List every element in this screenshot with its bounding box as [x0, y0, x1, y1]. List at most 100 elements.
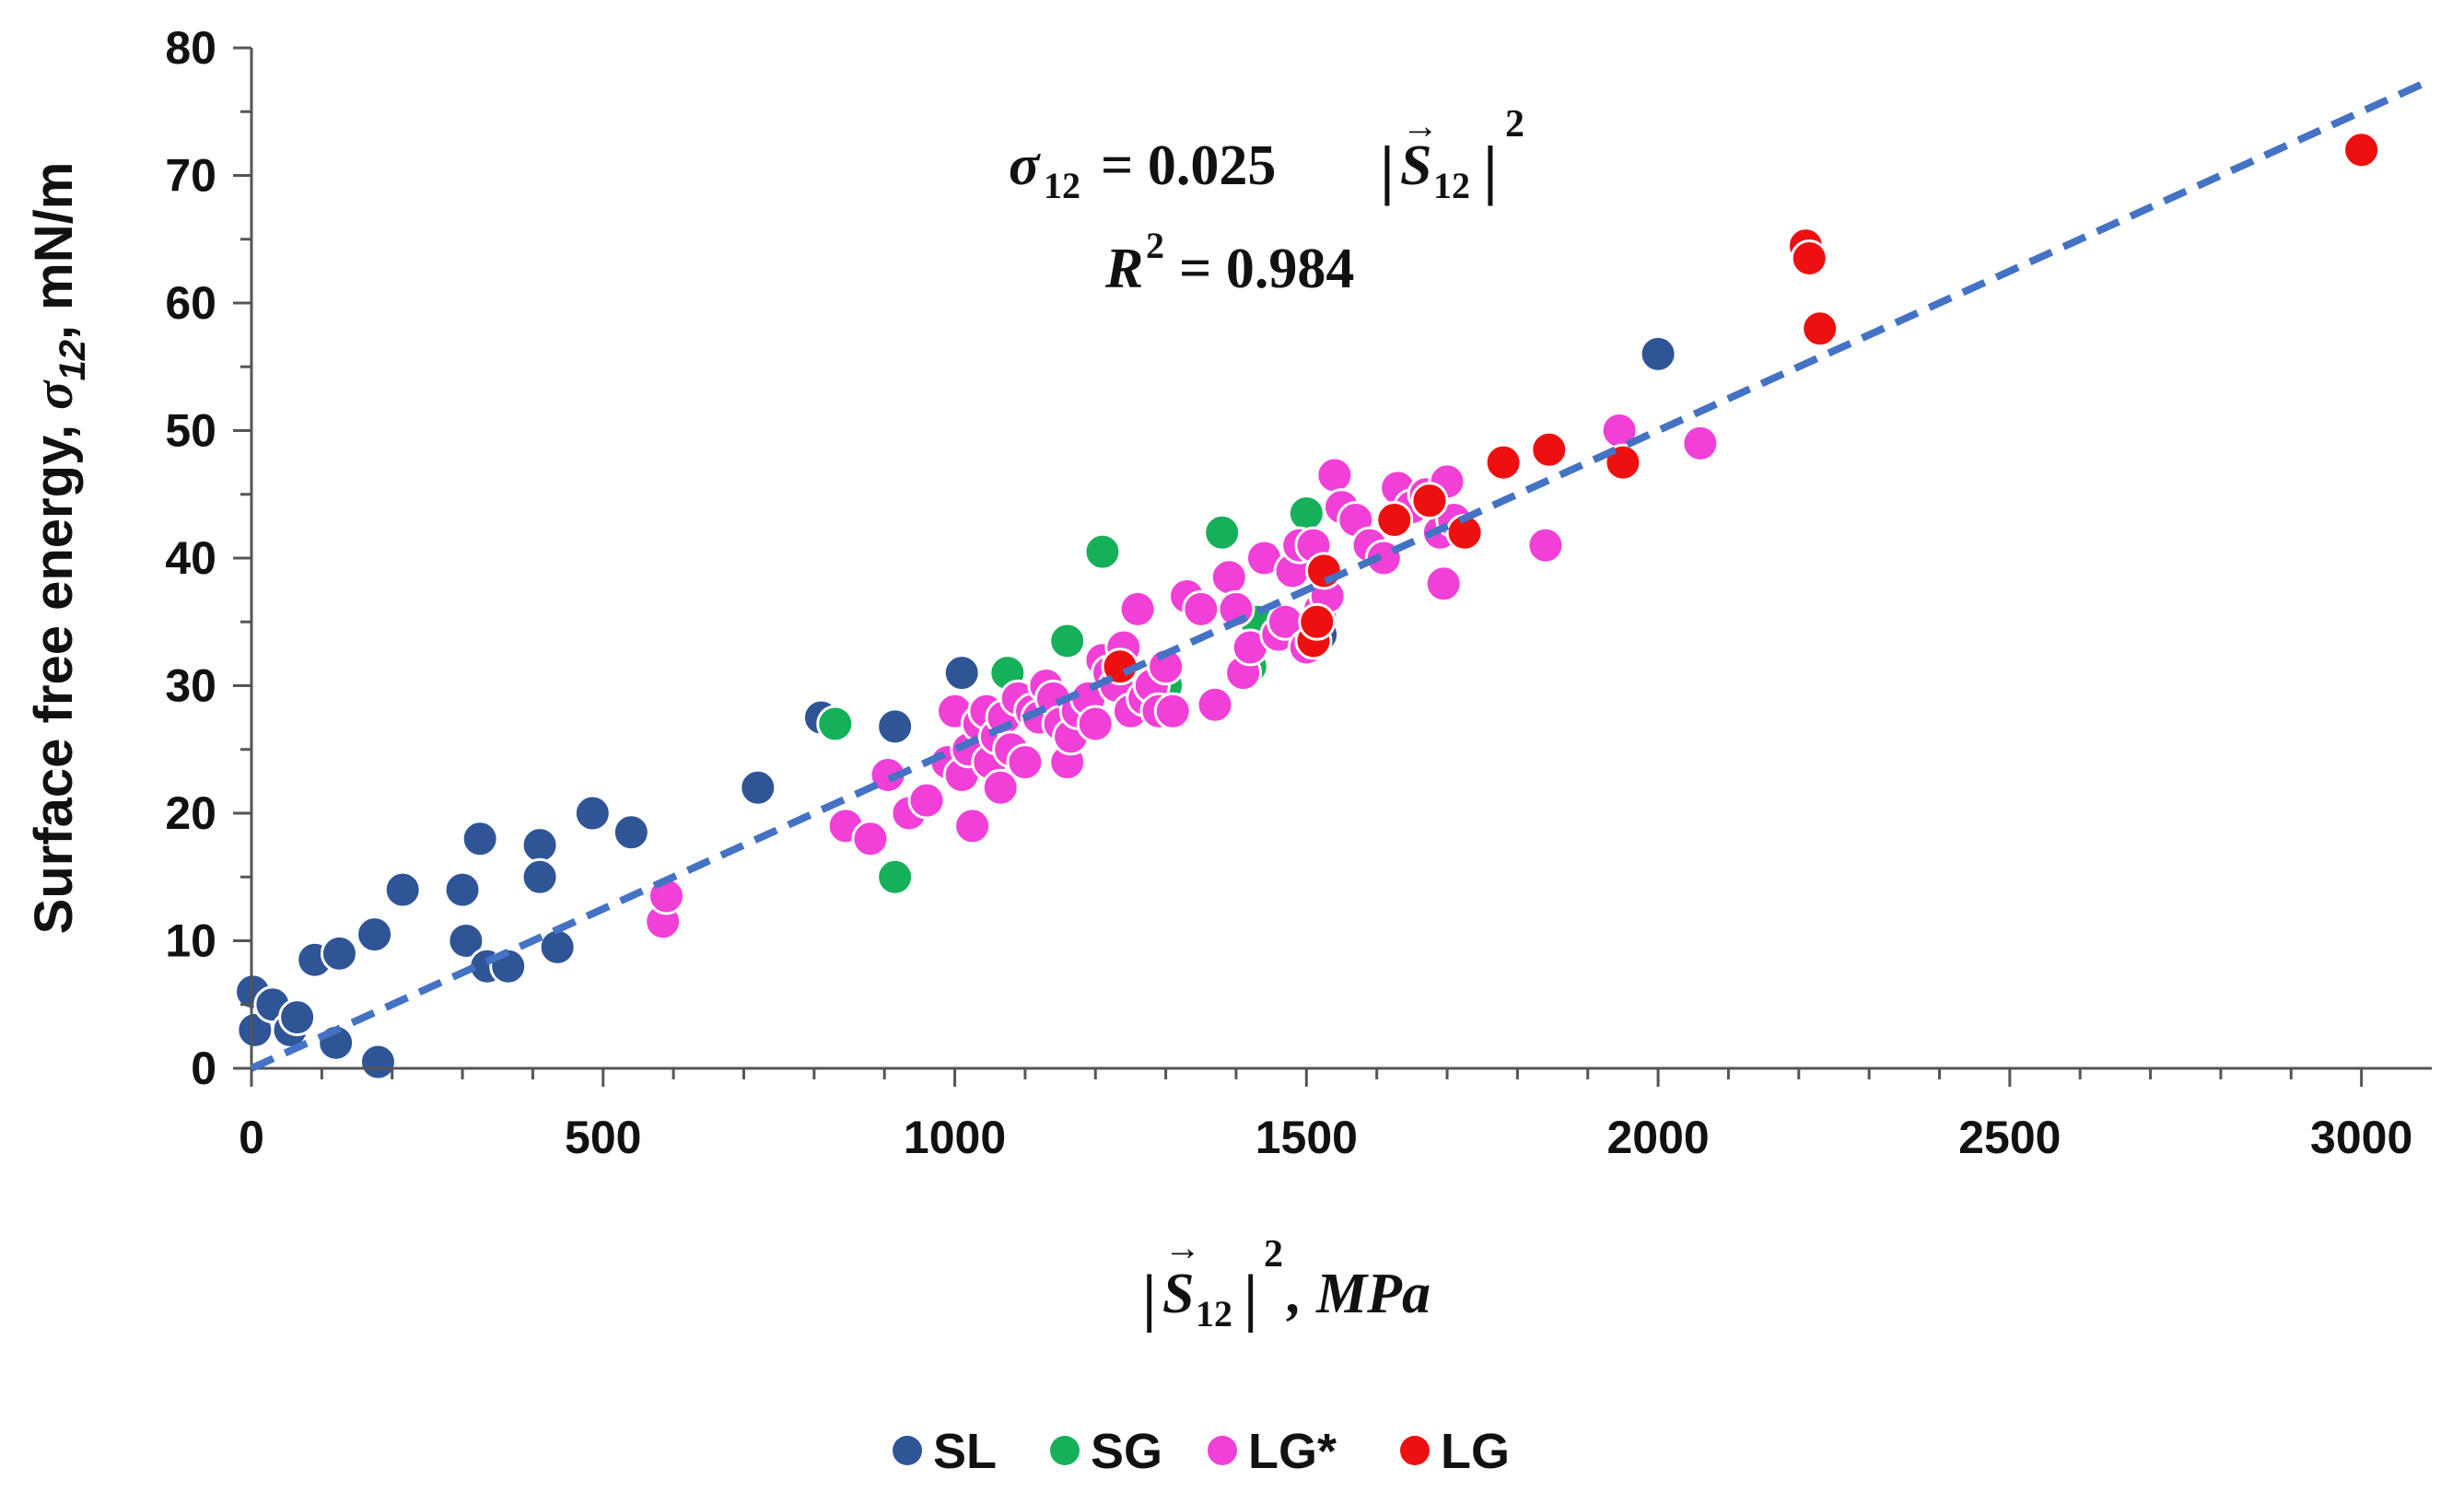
data-point: [1790, 239, 1828, 278]
x-title-tail: , MPa: [1286, 1263, 1431, 1325]
points-layer: [234, 131, 2381, 1081]
x-tick-label: 500: [565, 1112, 641, 1163]
legend-label: SG: [1091, 1424, 1162, 1479]
data-point: [1526, 526, 1565, 565]
legend-item: SL: [893, 1424, 997, 1479]
series-lg: [1101, 131, 2381, 686]
r-squared-value: = 0.984: [1179, 238, 1354, 300]
data-point: [320, 934, 358, 973]
legend-label: LG*: [1248, 1424, 1337, 1479]
legend-item: LG*: [1208, 1424, 1337, 1479]
data-point: [1304, 552, 1343, 590]
y-axis-title-subscript: 12: [53, 340, 93, 381]
equation-symbol: S: [1400, 134, 1431, 197]
x-tick-label: 1000: [904, 1112, 1006, 1163]
legend-marker: [1400, 1436, 1430, 1465]
legend-item: SG: [1050, 1424, 1162, 1479]
data-point: [1182, 589, 1220, 628]
equation-sigma: σ: [1009, 134, 1041, 197]
data-point: [447, 922, 485, 960]
equation-bar-left: |: [1380, 133, 1395, 206]
data-point: [1287, 495, 1325, 533]
y-tick-label: 10: [165, 915, 216, 967]
data-point: [1209, 558, 1248, 597]
data-point: [573, 794, 612, 833]
legend: SL SG LG* LG: [893, 1424, 1510, 1479]
data-point: [981, 768, 1020, 807]
y-tick-label: 40: [165, 532, 216, 584]
y-tick-label: 60: [165, 277, 216, 329]
r-squared: R 2 = 0.984: [1104, 225, 1354, 300]
x-title-subscript: 12: [1196, 1293, 1232, 1334]
data-point: [358, 1043, 397, 1081]
data-point: [1681, 424, 1720, 462]
y-axis-title-symbol: σ: [24, 379, 84, 410]
data-point: [2342, 131, 2381, 169]
y-tick-label: 80: [165, 22, 216, 74]
y-tick-label: 30: [165, 660, 216, 712]
data-point: [1639, 334, 1677, 373]
y-tick-label: 20: [165, 787, 216, 839]
data-point: [520, 826, 559, 865]
y-tick-label: 50: [165, 405, 216, 457]
data-point: [876, 857, 915, 896]
data-point: [907, 781, 946, 820]
data-point: [1410, 482, 1449, 520]
data-point: [1048, 622, 1087, 660]
data-point: [942, 654, 981, 693]
data-point: [461, 820, 499, 858]
data-point: [851, 820, 890, 858]
data-point: [1203, 513, 1242, 552]
equation-bar-right: |: [1483, 133, 1498, 206]
x-title-power: 2: [1264, 1233, 1283, 1276]
data-point: [1375, 500, 1414, 539]
legend-label: LG: [1441, 1424, 1510, 1479]
x-tick-label: 2500: [1958, 1112, 2061, 1163]
y-tick-label: 70: [165, 150, 216, 202]
series-sl: [234, 334, 1677, 1081]
data-point: [1530, 430, 1569, 469]
data-point: [443, 870, 482, 909]
data-point: [876, 707, 915, 746]
x-axis-title: | → S 12 | 2 , MPa: [1142, 1227, 1431, 1334]
ticks-layer: 0 10 20 30 40 50 60 70 80 0 500 1000 1500 2000 2500 300…: [165, 22, 2412, 1163]
data-point: [1801, 309, 1839, 348]
data-point: [520, 857, 559, 896]
data-point: [1083, 532, 1122, 571]
y-axis-title: Surface free energy, σ12, mN/m: [24, 162, 93, 935]
x-title-bar-left: |: [1142, 1263, 1156, 1334]
equation-power: 2: [1505, 103, 1524, 146]
data-point: [1484, 443, 1523, 482]
x-title-symbol: S: [1162, 1263, 1194, 1325]
trendline-equation: σ 12 = 0.025 | → S 12 | 2: [1009, 103, 1524, 206]
data-point: [1006, 743, 1045, 782]
x-tick-label: 2000: [1606, 1112, 1709, 1163]
data-point: [1076, 705, 1115, 743]
equation-sigma-subscript: 12: [1044, 165, 1080, 206]
x-title-arrow: →: [1164, 1227, 1201, 1268]
data-point: [1424, 565, 1463, 603]
data-point: [278, 998, 317, 1037]
data-point: [612, 813, 650, 852]
legend-label: SL: [933, 1424, 997, 1479]
equation-symbol-subscript: 12: [1433, 165, 1470, 206]
data-point: [1315, 456, 1354, 495]
r-squared-power: 2: [1146, 225, 1164, 266]
data-point: [1196, 685, 1234, 724]
r-squared-symbol: R: [1104, 238, 1143, 300]
axes-layer: [250, 48, 2432, 1070]
x-title-bar-right: |: [1244, 1263, 1257, 1334]
data-point: [953, 807, 992, 845]
data-point: [1153, 692, 1192, 730]
data-point: [356, 915, 394, 954]
y-axis-title-tail: , mN/m: [24, 162, 84, 340]
series-lg-star: [644, 412, 1720, 941]
x-tick-label: 1500: [1255, 1112, 1358, 1163]
y-tick-label: 0: [191, 1043, 216, 1094]
equation-rhs: = 0.025: [1101, 134, 1276, 197]
data-point: [739, 768, 777, 807]
data-point: [816, 705, 855, 743]
equation-arrow: →: [1402, 105, 1439, 146]
